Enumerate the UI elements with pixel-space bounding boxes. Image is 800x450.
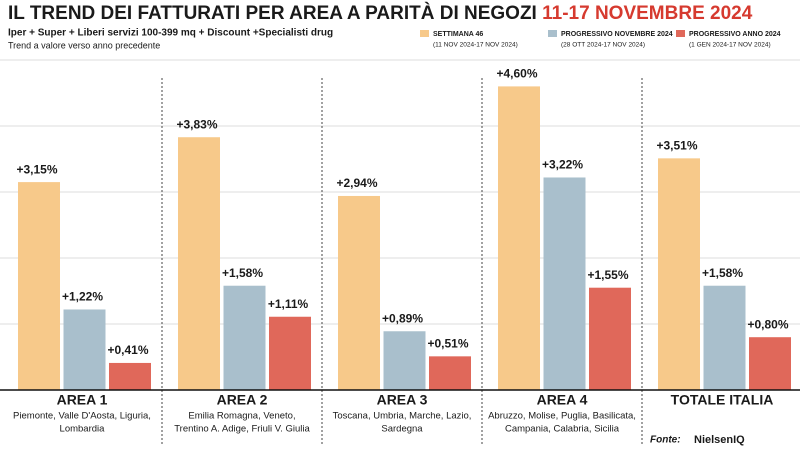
subtitle: Iper + Super + Liberi servizi 100-399 mq… xyxy=(8,28,333,39)
legend-swatch xyxy=(420,30,429,37)
category-detail: Sardegna xyxy=(381,424,423,435)
value-label: +1,11% xyxy=(268,297,309,311)
x-tick-label: TOTALE ITALIA xyxy=(671,392,774,408)
x-tick-label: AREA 4 xyxy=(537,392,588,408)
value-label: +3,83% xyxy=(176,117,217,131)
legend-label: PROGRESSIVO NOVEMBRE 2024 xyxy=(561,31,673,38)
source: NielsenIQ xyxy=(694,434,745,446)
value-label: +1,58% xyxy=(702,266,743,280)
x-tick-label: AREA 3 xyxy=(377,392,428,408)
x-tick-label: AREA 1 xyxy=(57,392,108,408)
value-label: +0,89% xyxy=(382,311,423,325)
bar xyxy=(18,182,60,390)
chart-title: IL TREND DEI FATTURATI PER AREA A PARITÀ… xyxy=(8,2,753,24)
bar xyxy=(703,285,746,390)
bar xyxy=(749,337,791,390)
value-label: +0,41% xyxy=(107,343,148,357)
bar xyxy=(589,287,631,390)
category-detail: Trentino A. Adige, Friuli V. Giulia xyxy=(174,424,310,435)
value-label: +0,51% xyxy=(427,337,468,351)
value-label: +1,22% xyxy=(62,290,103,304)
bar xyxy=(338,195,380,390)
value-label: +3,15% xyxy=(16,162,57,176)
note: Trend a valore verso anno precedente xyxy=(8,40,160,50)
bar xyxy=(269,316,311,390)
bar xyxy=(543,177,586,390)
bar xyxy=(109,362,151,390)
value-label: +3,51% xyxy=(656,139,697,153)
source-label: Fonte: xyxy=(650,435,681,446)
legend-label: SETTIMANA 46 xyxy=(433,31,483,38)
legend-period: (11 NOV 2024-17 NOV 2024) xyxy=(433,42,518,49)
legend-swatch xyxy=(676,30,685,37)
value-label: +2,94% xyxy=(336,176,377,190)
bar xyxy=(429,356,471,390)
category-detail: Toscana, Umbria, Marche, Lazio, xyxy=(333,411,472,422)
value-label: +3,22% xyxy=(542,158,583,172)
legend-period: (1 GEN 2024-17 NOV 2024) xyxy=(689,42,771,49)
value-label: +0,80% xyxy=(747,317,788,331)
title-main: IL TREND DEI FATTURATI PER AREA A PARITÀ… xyxy=(8,2,537,24)
bar xyxy=(383,331,426,390)
category-detail: Lombardia xyxy=(60,424,106,435)
category-detail: Piemonte, Valle D'Aosta, Liguria, xyxy=(13,411,151,422)
category-detail: Campania, Calabria, Sicilia xyxy=(505,424,620,435)
category-detail: Abruzzo, Molise, Puglia, Basilicata, xyxy=(488,411,636,422)
value-label: +1,58% xyxy=(222,266,263,280)
value-label: +1,55% xyxy=(587,268,628,282)
category-detail: Emilia Romagna, Veneto, xyxy=(188,411,295,422)
legend-label: PROGRESSIVO ANNO 2024 xyxy=(689,31,781,38)
bar xyxy=(63,309,106,390)
legend-swatch xyxy=(548,30,557,37)
title-dates: 11-17 NOVEMBRE 2024 xyxy=(542,3,753,24)
bar xyxy=(178,137,220,390)
bar xyxy=(658,158,700,390)
bar xyxy=(498,86,540,391)
legend-period: (28 OTT 2024-17 NOV 2024) xyxy=(561,42,645,49)
x-tick-label: AREA 2 xyxy=(217,392,268,408)
value-label: +4,60% xyxy=(496,67,537,81)
bar xyxy=(223,285,266,390)
